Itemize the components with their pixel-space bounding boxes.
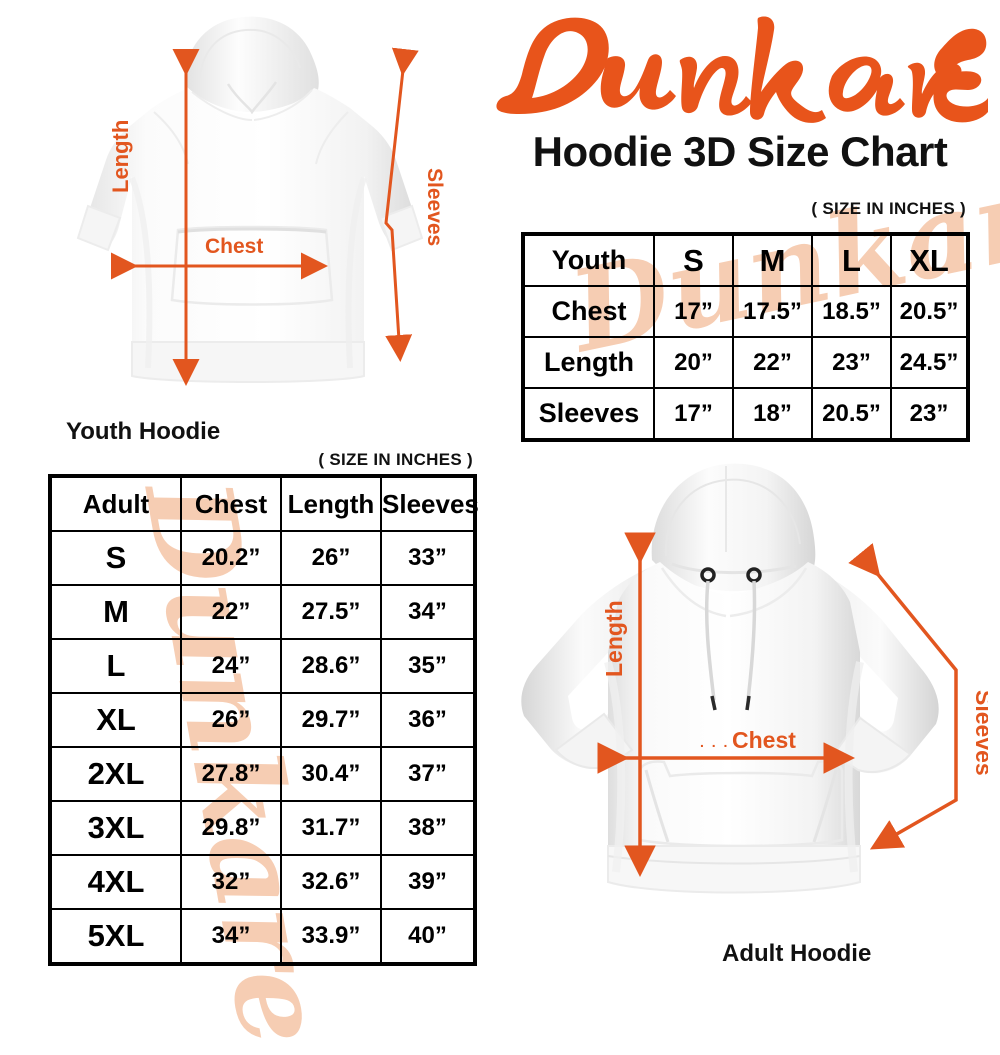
adult-4xl-length: 32.6”	[280, 854, 382, 910]
youth-chest-m: 17.5”	[732, 285, 813, 338]
adult-s-length: 26”	[280, 530, 382, 586]
youth-row-label-sleeves: Sleeves	[522, 387, 655, 441]
adult-length-label: Length	[601, 600, 627, 677]
adult-2xl-sleeves: 37”	[380, 746, 476, 802]
adult-size-5xl: 5XL	[49, 908, 182, 965]
table-row: Length 20” 22” 23” 24.5”	[522, 336, 969, 389]
adult-chest-label: Chest	[732, 727, 796, 753]
adult-xl-sleeves: 36”	[380, 692, 476, 748]
adult-m-length: 27.5”	[280, 584, 382, 640]
size-chart-page: Dunkare Dunkare Hoodie 3D Size Char	[48, 14, 1000, 1055]
youth-units-caption: ( SIZE IN INCHES )	[811, 199, 966, 218]
adult-3xl-sleeves: 38”	[380, 800, 476, 856]
table-row: 4XL 32” 32.6” 39”	[49, 854, 476, 910]
youth-chest-l: 18.5”	[811, 285, 892, 338]
youth-hoodie-illustration: Length Chest Sleeves	[76, 16, 446, 386]
youth-size-header-l: L	[811, 233, 892, 287]
adult-sleeves-arrow	[848, 543, 958, 850]
youth-sleeves-m: 18”	[732, 387, 813, 441]
adult-2xl-length: 30.4”	[280, 746, 382, 802]
youth-sleeves-arrow	[384, 47, 419, 362]
adult-size-table: Adult Chest Length Sleeves S 20.2” 26” 3…	[48, 474, 479, 966]
adult-m-chest: 22”	[180, 584, 282, 640]
adult-hoodie-illustration: Length . . . . Chest Sleeves	[521, 463, 988, 894]
adult-3xl-chest: 29.8”	[180, 800, 282, 856]
adult-col-header-length: Length	[280, 475, 382, 532]
adult-sleeves-label: Sleeves	[971, 690, 988, 776]
adult-5xl-chest: 34”	[180, 908, 282, 965]
youth-length-s: 20”	[653, 336, 734, 389]
adult-l-sleeves: 35”	[380, 638, 476, 694]
youth-row-label-length: Length	[522, 336, 655, 389]
adult-size-m: M	[49, 584, 182, 640]
youth-length-xl: 24.5”	[890, 336, 969, 389]
youth-size-header-s: S	[653, 233, 734, 287]
adult-col-header-chest: Chest	[180, 475, 282, 532]
dunkare-logo	[492, 14, 988, 130]
youth-chest-s: 17”	[653, 285, 734, 338]
adult-size-s: S	[49, 530, 182, 586]
youth-row-label-chest: Chest	[522, 285, 655, 338]
youth-size-table: Youth S M L XL Chest 17” 17.5” 18.5” 20.…	[521, 232, 970, 442]
adult-l-chest: 24”	[180, 638, 282, 694]
svg-text:. . . .: . . . .	[700, 734, 741, 750]
youth-sleeves-xl: 23”	[890, 387, 969, 441]
youth-length-m: 22”	[732, 336, 813, 389]
adult-5xl-length: 33.9”	[280, 908, 382, 965]
adult-3xl-length: 31.7”	[280, 800, 382, 856]
table-row-header: Adult Chest Length Sleeves	[49, 475, 479, 532]
table-row: 2XL 27.8” 30.4” 37”	[49, 746, 476, 802]
youth-hoodie-caption: Youth Hoodie	[66, 418, 221, 445]
adult-4xl-sleeves: 39”	[380, 854, 476, 910]
youth-chest-xl: 20.5”	[890, 285, 969, 338]
adult-corner-label: Adult	[49, 475, 182, 532]
adult-l-length: 28.6”	[280, 638, 382, 694]
youth-sleeves-s: 17”	[653, 387, 734, 441]
adult-2xl-chest: 27.8”	[180, 746, 282, 802]
adult-xl-length: 29.7”	[280, 692, 382, 748]
adult-size-xl: XL	[49, 692, 182, 748]
page-title: Hoodie 3D Size Chart	[532, 128, 948, 175]
table-row: L 24” 28.6” 35”	[49, 638, 476, 694]
adult-units-caption: ( SIZE IN INCHES )	[318, 450, 473, 469]
table-row: XL 26” 29.7” 36”	[49, 692, 476, 748]
youth-chest-label: Chest	[205, 235, 263, 258]
youth-size-header-xl: XL	[890, 233, 969, 287]
table-row: Sleeves 17” 18” 20.5” 23”	[522, 387, 969, 441]
table-row: S 20.2” 26” 33”	[49, 530, 476, 586]
adult-4xl-chest: 32”	[180, 854, 282, 910]
youth-sleeves-l: 20.5”	[811, 387, 892, 441]
adult-col-header-sleeves: Sleeves	[380, 475, 479, 532]
youth-corner-label: Youth	[522, 233, 655, 287]
table-row: 5XL 34” 33.9” 40”	[49, 908, 476, 965]
youth-size-header-m: M	[732, 233, 813, 287]
adult-size-l: L	[49, 638, 182, 694]
adult-size-2xl: 2XL	[49, 746, 182, 802]
table-row-header: Youth S M L XL	[522, 233, 969, 287]
table-row: 3XL 29.8” 31.7” 38”	[49, 800, 476, 856]
adult-s-chest: 20.2”	[180, 530, 282, 586]
adult-xl-chest: 26”	[180, 692, 282, 748]
adult-m-sleeves: 34”	[380, 584, 476, 640]
adult-5xl-sleeves: 40”	[380, 908, 476, 965]
youth-length-label: Length	[108, 120, 133, 193]
adult-s-sleeves: 33”	[380, 530, 476, 586]
youth-length-l: 23”	[811, 336, 892, 389]
youth-sleeves-label: Sleeves	[423, 168, 446, 246]
adult-size-3xl: 3XL	[49, 800, 182, 856]
table-row: M 22” 27.5” 34”	[49, 584, 476, 640]
table-row: Chest 17” 17.5” 18.5” 20.5”	[522, 285, 969, 338]
adult-hoodie-caption: Adult Hoodie	[722, 940, 872, 967]
adult-size-4xl: 4XL	[49, 854, 182, 910]
